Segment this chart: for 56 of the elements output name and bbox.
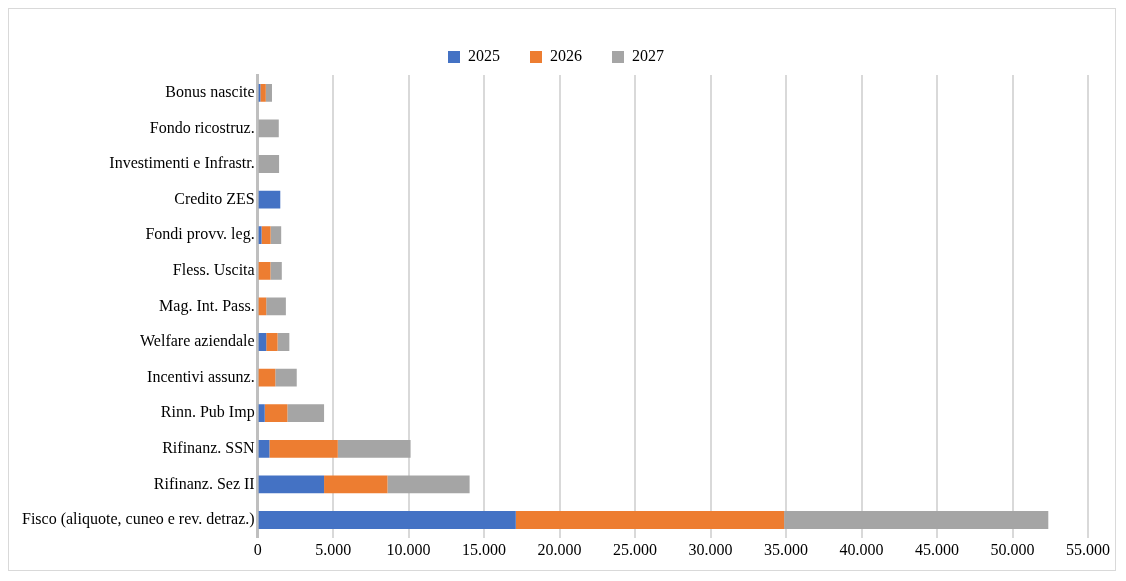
x-tick-label: 0 [253, 540, 262, 558]
bar [258, 226, 262, 245]
bar [258, 333, 267, 351]
x-tick-label: 40.000 [839, 540, 884, 558]
bar [287, 404, 325, 423]
bar [265, 83, 272, 102]
bar [266, 333, 278, 351]
bar [784, 511, 1049, 529]
bar [258, 475, 325, 494]
bar [258, 404, 265, 423]
y-tick-label: Mag. Int. Pass. [159, 296, 255, 315]
bar [337, 439, 411, 458]
legend-label: 2025 [468, 47, 500, 65]
y-tick-label: Credito ZES [174, 189, 255, 207]
legend-label: 2027 [632, 47, 664, 65]
x-tick-label: 55.000 [1066, 540, 1110, 558]
bar [270, 261, 282, 280]
y-tick-label: Fondi provv. leg. [145, 225, 255, 244]
bar [515, 511, 785, 529]
bar [324, 475, 388, 494]
y-tick-label: Fondo ricostruz. [149, 118, 255, 136]
bar [269, 439, 338, 458]
x-tick-label: 45.000 [915, 540, 960, 558]
x-tick-label: 35.000 [764, 540, 809, 558]
bar [258, 190, 281, 209]
bar [261, 226, 271, 245]
y-tick-label: Rinn. Pub Imp [160, 403, 255, 422]
y-tick-label: Fless. Uscita [172, 261, 255, 278]
bar [258, 261, 271, 280]
bar [258, 119, 279, 138]
y-tick-label: Bonus nascite [165, 83, 255, 100]
x-tick-label: 30.000 [688, 540, 733, 558]
bar [258, 439, 270, 458]
bar [258, 511, 516, 529]
x-tick-label: 50.000 [990, 540, 1035, 558]
y-tick-label: Incentivi assunz. [147, 367, 255, 385]
y-tick-label: Fisco (aliquote, cuneo e rev. detraz.) [22, 510, 255, 529]
bar [266, 297, 286, 316]
bar [258, 155, 280, 173]
bar [277, 333, 290, 351]
y-tick-label: Rifinanz. SSN [162, 439, 256, 456]
x-tick-label: 5.000 [315, 540, 352, 558]
bar [387, 475, 470, 494]
x-tick-label: 20.000 [537, 540, 582, 558]
legend-label: 2026 [550, 47, 582, 65]
y-tick-label: Rifinanz. Sez II [153, 474, 255, 492]
x-tick-label: 15.000 [462, 540, 507, 558]
bar [258, 368, 276, 387]
x-tick-label: 25.000 [613, 540, 658, 558]
bar [260, 83, 266, 102]
bar [270, 226, 282, 245]
x-tick-label: 10.000 [386, 540, 431, 558]
y-tick-label: Welfare aziendale [140, 332, 255, 350]
bar [264, 404, 288, 423]
y-tick-label: Investimenti e Infrastr. [109, 154, 255, 172]
bar [275, 368, 297, 387]
